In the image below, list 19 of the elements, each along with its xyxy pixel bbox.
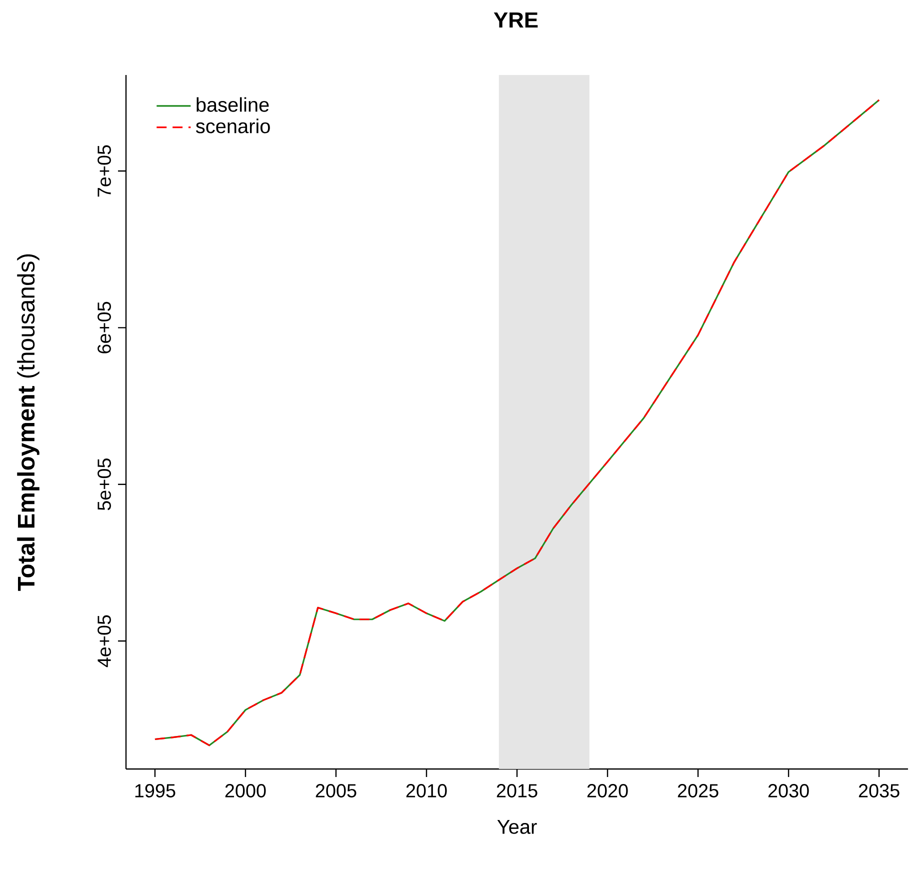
chart-title: YRE [494,12,538,28]
y-tick-label: 6e+05 [98,302,111,354]
x-axis-title: Year [497,820,537,834]
y-tick-label: 7e+05 [98,145,111,197]
legend-label: scenario [196,118,270,134]
x-tick-label: 2020 [587,784,628,798]
x-tick-label: 2025 [678,784,718,798]
legend-label: baseline [196,97,269,112]
x-tick-label: 2010 [406,784,447,798]
x-tick-label: 1995 [135,784,176,798]
x-tick-label: 2030 [768,784,809,798]
y-tick-label: 4e+05 [98,615,111,668]
x-tick-label: 2005 [316,784,356,798]
x-tick-label: 2015 [496,784,538,798]
y-axis-title: Total Employment (thousands) [17,254,40,591]
y-tick-label: 5e+05 [98,458,111,510]
line-series [154,99,880,746]
x-tick-label: 2000 [225,784,266,798]
x-tick-label: 2035 [858,784,900,798]
